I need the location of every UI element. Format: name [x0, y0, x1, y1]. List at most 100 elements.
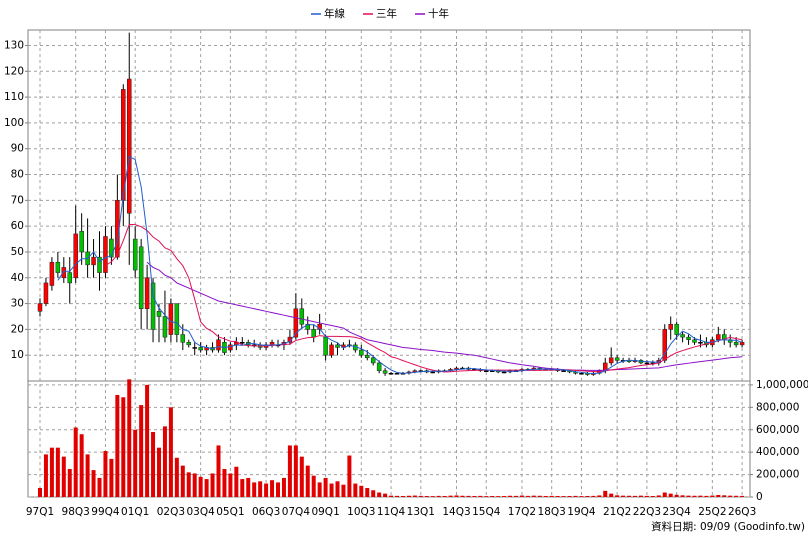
x-tick-label: 05Q1: [216, 506, 244, 518]
volume-bar: [638, 495, 643, 497]
volume-bar: [228, 473, 233, 497]
candle-body: [674, 323, 679, 335]
volume-bar: [38, 488, 42, 497]
volume-bar: [686, 495, 691, 497]
volume-bar: [121, 397, 126, 497]
volume-bar: [734, 495, 739, 497]
candle-body: [127, 78, 132, 214]
volume-bar: [615, 495, 620, 497]
volume-bar: [317, 482, 322, 497]
legend-label: 十年: [428, 7, 449, 20]
candle-body: [192, 347, 197, 349]
volume-bar: [168, 407, 173, 497]
volume-bar: [633, 495, 637, 497]
ma-line: [105, 223, 743, 373]
volume-bar: [139, 405, 144, 497]
volume-bar: [115, 395, 120, 497]
volume-bar: [281, 477, 286, 497]
candle-body: [662, 329, 667, 361]
candle-body: [37, 303, 43, 312]
volume-bar: [389, 495, 394, 497]
candle-body: [162, 316, 168, 338]
volume-bar: [514, 495, 518, 497]
volume-bar: [252, 482, 257, 497]
candle-body: [323, 336, 328, 356]
volume-bar: [567, 495, 572, 497]
y2-tick-label: 400,000: [756, 446, 799, 458]
volume-bar: [305, 465, 310, 497]
volume-bar: [621, 495, 626, 497]
volume-bar: [204, 479, 209, 497]
candle-body: [370, 357, 376, 364]
x-tick-label: 18Q3: [538, 506, 566, 518]
y-tick-label: 60: [11, 220, 24, 232]
volume-bar: [329, 483, 334, 497]
volume-bar: [531, 495, 536, 497]
candle-body: [103, 236, 108, 273]
volume-bar: [299, 456, 304, 497]
volume-bar: [579, 496, 584, 497]
x-tick-label: 23Q4: [662, 506, 691, 518]
candle-body: [132, 238, 138, 271]
volume-bar: [293, 445, 298, 497]
candle-body: [561, 370, 566, 372]
volume-bar: [258, 481, 263, 497]
volume-bar: [151, 431, 156, 497]
volume-bar: [496, 496, 501, 497]
volume-bar: [162, 426, 167, 497]
x-tick-label: 01Q1: [121, 506, 149, 518]
candle-body: [716, 334, 721, 340]
x-tick-label: 25Q2: [698, 506, 726, 518]
candle-body: [359, 349, 364, 356]
y-tick-label: 50: [11, 246, 24, 258]
x-tick-label: 13Q1: [407, 506, 435, 518]
x-tick-label: 26Q3: [728, 506, 756, 518]
volume-bar: [728, 495, 733, 497]
candle-body: [644, 362, 650, 365]
x-tick-label: 14Q3: [442, 506, 470, 518]
volume-bar: [264, 483, 269, 497]
volume-bar: [525, 495, 530, 497]
candle-body: [299, 308, 305, 325]
x-tick-label: 15Q4: [472, 506, 501, 518]
x-tick-label: 97Q1: [26, 506, 54, 518]
candle-body: [228, 344, 233, 351]
y-tick-label: 80: [11, 169, 24, 181]
candle-body: [335, 344, 340, 348]
candle-body: [305, 323, 310, 330]
y-tick-label: 130: [4, 39, 24, 51]
volume-bar: [287, 445, 292, 497]
y-tick-label: 40: [11, 272, 24, 284]
volume-bar: [67, 468, 72, 497]
candle-body: [79, 231, 84, 253]
candle-body: [73, 233, 78, 279]
candle-body: [579, 373, 584, 375]
y-tick-label: 30: [11, 298, 24, 310]
candle-body: [49, 262, 55, 286]
x-tick-label: 22Q3: [633, 506, 661, 518]
volume-bar: [353, 483, 358, 497]
volume-bar: [406, 495, 411, 497]
y-tick-label: 20: [11, 323, 24, 335]
volume-bar: [710, 495, 715, 497]
volume-bar: [270, 480, 275, 497]
volume-bar: [335, 481, 340, 497]
volume-bar: [412, 495, 417, 497]
candle-body: [287, 336, 293, 343]
candle-body: [739, 342, 745, 346]
candle-body: [97, 256, 102, 273]
candle-body: [733, 342, 739, 346]
volume-bar: [359, 485, 364, 497]
candle-body: [180, 334, 186, 343]
volume-bar: [43, 454, 48, 497]
candle-body: [121, 89, 126, 201]
volume-bar: [650, 495, 655, 497]
volume-bar: [490, 495, 495, 497]
volume-bar: [537, 495, 542, 497]
volume-bar: [627, 495, 632, 497]
volume-bar: [549, 495, 554, 497]
candle-body: [91, 256, 96, 266]
candle-body: [376, 362, 382, 371]
ma-line: [146, 261, 743, 371]
